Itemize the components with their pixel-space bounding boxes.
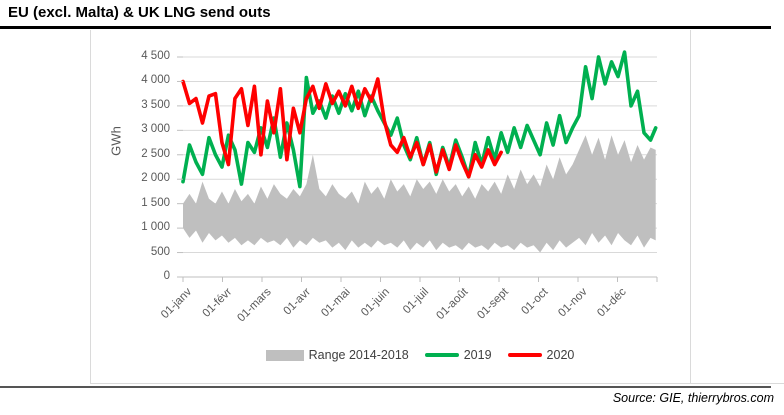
- y-tick-label: 2 500: [141, 147, 170, 160]
- range-band-2014-2018: [183, 135, 656, 253]
- y-tick-label: 1 000: [141, 221, 170, 234]
- legend: Range 2014-2018 2019 2020: [183, 348, 657, 362]
- y-tick-label: 3 500: [141, 98, 170, 111]
- line-2020-swatch: [507, 353, 542, 357]
- legend-item-range: Range 2014-2018: [265, 348, 409, 362]
- line-2020: [181, 77, 503, 179]
- y-tick-label: 0: [163, 270, 170, 282]
- page-title: EU (excl. Malta) & UK LNG send outs: [8, 4, 271, 21]
- legend-item-2020: 2020: [507, 348, 575, 362]
- line-2019-swatch: [424, 353, 459, 357]
- source-text: Source: GIE, thierrybros.com: [612, 391, 774, 405]
- y-tick-label: 1 500: [141, 196, 170, 209]
- legend-label-range: Range 2014-2018: [308, 348, 409, 362]
- y-tick-label: 4 000: [141, 74, 170, 87]
- y-tick-label: 2 000: [141, 172, 170, 185]
- y-axis-title: GWh: [108, 126, 124, 156]
- title-rule: [0, 26, 771, 29]
- range-swatch: [265, 349, 304, 361]
- y-tick-label: 4 500: [141, 50, 170, 62]
- cell-border-right: [690, 30, 691, 384]
- legend-item-2019: 2019: [424, 348, 492, 362]
- y-tick-label: 3 000: [141, 123, 170, 136]
- chart-bottom-border: [90, 383, 784, 384]
- y-tick-label: 500: [150, 245, 170, 258]
- legend-label-2020: 2020: [546, 348, 575, 362]
- bottom-rule: [0, 386, 771, 388]
- legend-label-2019: 2019: [463, 348, 492, 362]
- cell-border-left: [90, 30, 91, 384]
